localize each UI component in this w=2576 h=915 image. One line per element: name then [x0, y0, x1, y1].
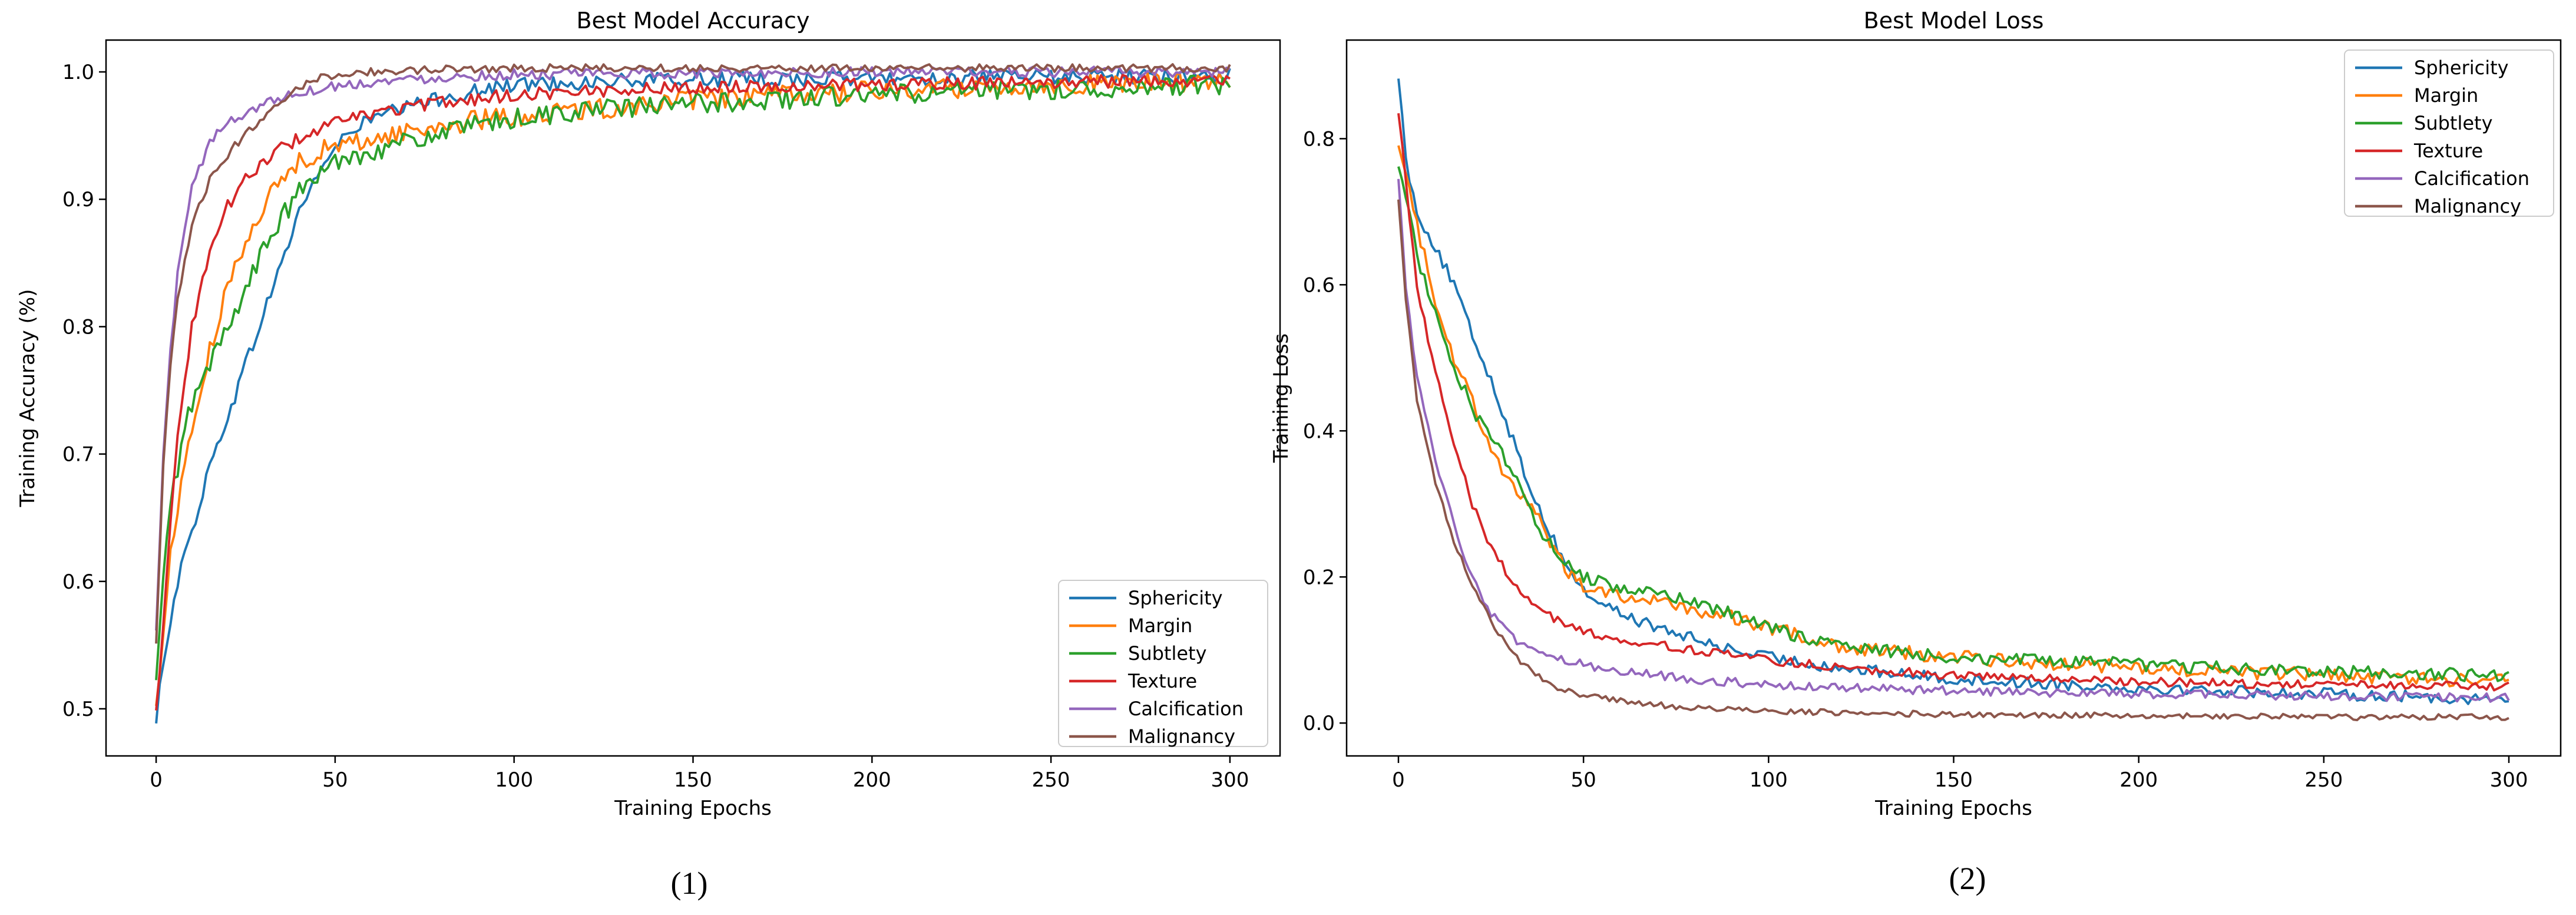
legend-label: Margin	[2414, 84, 2478, 107]
legend-label: Subtlety	[1128, 642, 1207, 665]
series-line-margin	[1397, 145, 2509, 688]
series-line-subtlety	[1397, 166, 2509, 682]
y-tick-label: 0.6	[62, 570, 94, 594]
legend-label: Malignancy	[2414, 195, 2521, 217]
series-line-calcification	[155, 65, 1231, 631]
x-tick-label: 200	[2119, 768, 2158, 792]
y-tick-label: 0.4	[1303, 419, 1335, 443]
legend-box	[1058, 580, 1268, 747]
caption-panel-1: (1)	[670, 866, 708, 901]
chart-title: Best Model Loss	[1864, 8, 2044, 34]
x-tick-label: 50	[1571, 768, 1596, 792]
y-tick-label: 1.0	[62, 61, 94, 84]
x-axis-label: Training Epochs	[614, 797, 772, 820]
y-tick-label: 0.8	[62, 315, 94, 339]
legend-label: Subtlety	[2414, 112, 2493, 134]
legend-label: Calcification	[2414, 167, 2529, 190]
series-line-texture	[155, 73, 1231, 711]
series-line-malignancy	[155, 63, 1231, 644]
series-line-sphericity	[1397, 78, 2509, 705]
series-line-malignancy	[1397, 199, 2509, 722]
x-tick-label: 300	[1211, 768, 1249, 792]
x-tick-label: 150	[674, 768, 712, 792]
legend-label: Margin	[1128, 615, 1192, 637]
legend: Sphericity Margin Subtlety Texture Calcifica…	[2344, 49, 2554, 217]
series-line-texture	[1397, 113, 2509, 692]
x-tick-label: 150	[1935, 768, 1973, 792]
x-tick-label: 300	[2490, 768, 2528, 792]
series-lines	[1397, 78, 2510, 722]
legend-label: Sphericity	[2414, 57, 2509, 79]
series-lines	[155, 63, 1231, 724]
x-tick-label: 100	[495, 768, 533, 792]
legend: Sphericity Margin Subtlety Texture Calcifica…	[1058, 580, 1268, 748]
y-tick-label: 0.8	[1303, 127, 1335, 151]
accuracy-chart: 0 50 100 150 200 250 300 0.5 0.6 0.7 0.8 0.9 1.0 Best…	[16, 8, 1281, 820]
x-tick-label: 100	[1750, 768, 1788, 792]
x-tick-label: 0	[150, 768, 163, 792]
x-axis-label: Training Epochs	[1874, 797, 2032, 820]
caption-panel-2: (2)	[1949, 861, 1986, 896]
legend-box	[2344, 49, 2554, 217]
loss-chart: 0 50 100 150 200 250 300 0.0 0.2 0.4 0.6 0.8 Best Mo…	[1269, 8, 2562, 820]
series-line-calcification	[1397, 179, 2510, 703]
legend-label: Texture	[2413, 140, 2483, 162]
legend-label: Calcification	[1128, 698, 1244, 720]
x-tick-label: 0	[1392, 768, 1405, 792]
y-tick-label: 0.0	[1303, 712, 1335, 735]
y-axis-label: Training Accuracy (%)	[16, 289, 39, 508]
y-tick-label: 0.2	[1303, 566, 1335, 589]
y-tick-label: 0.6	[1303, 273, 1335, 297]
x-tick-label: 50	[322, 768, 348, 792]
series-line-sphericity	[155, 68, 1231, 724]
legend-label: Malignancy	[1128, 725, 1235, 748]
x-tick-label: 200	[853, 768, 891, 792]
series-line-subtlety	[155, 74, 1231, 681]
legend-label: Texture	[1127, 670, 1197, 692]
y-tick-label: 0.9	[62, 188, 94, 212]
x-tick-label: 250	[1032, 768, 1070, 792]
x-tick-label: 250	[2304, 768, 2343, 792]
y-tick-label: 0.7	[62, 443, 94, 467]
y-tick-label: 0.5	[62, 698, 94, 721]
series-line-margin	[155, 71, 1231, 706]
legend-label: Sphericity	[1128, 587, 1223, 609]
y-axis-label: Training Loss	[1269, 333, 1293, 464]
chart-title: Best Model Accuracy	[577, 8, 810, 34]
